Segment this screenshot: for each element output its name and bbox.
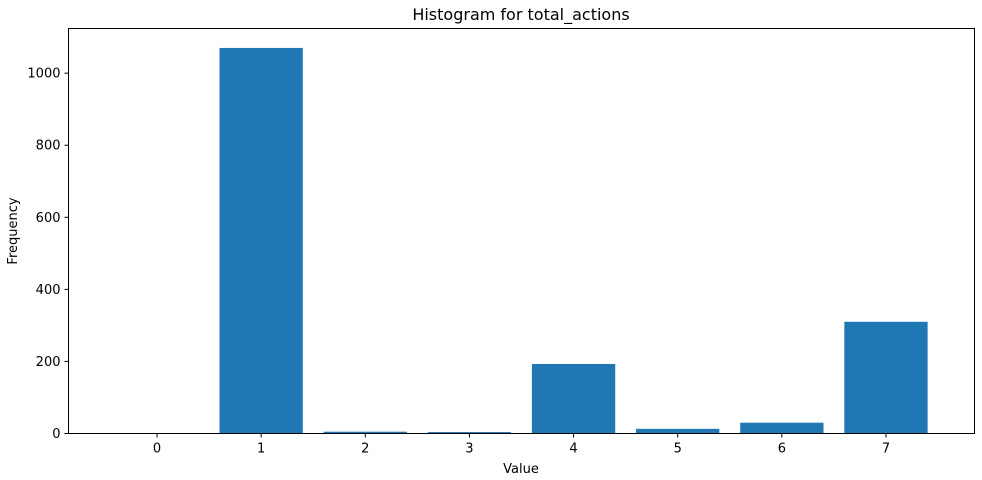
y-axis-ticks: 0 200 400 600 800 1000 (27, 67, 69, 442)
x-tick-label: 2 (361, 442, 369, 457)
x-tick-label: 6 (778, 442, 786, 457)
y-tick-label: 0 (52, 427, 60, 442)
bar-3 (427, 432, 512, 434)
bar-7 (844, 321, 928, 434)
y-tick-label: 800 (36, 139, 61, 154)
y-tick-label: 400 (36, 283, 61, 298)
bar-1 (219, 47, 303, 434)
y-tick-label: 1000 (27, 67, 60, 82)
bars-group (219, 47, 928, 434)
x-tick-label: 1 (257, 442, 265, 457)
bar-2 (323, 431, 407, 434)
chart-title: Histogram for total_actions (412, 5, 629, 25)
y-tick-label: 600 (36, 211, 61, 226)
plot-frame (68, 28, 975, 434)
x-axis-label: Value (503, 462, 539, 477)
bar-4 (531, 363, 616, 434)
x-axis-ticks: 0 1 2 3 4 5 6 7 (153, 433, 890, 457)
bar-5 (636, 428, 720, 434)
y-axis-label: Frequency (6, 197, 21, 264)
x-tick-label: 7 (882, 442, 890, 457)
bar-6 (740, 422, 824, 434)
x-tick-label: 3 (465, 442, 473, 457)
x-tick-label: 4 (569, 442, 577, 457)
x-tick-label: 5 (674, 442, 682, 457)
y-tick-label: 200 (36, 355, 61, 370)
x-tick-label: 0 (153, 442, 161, 457)
